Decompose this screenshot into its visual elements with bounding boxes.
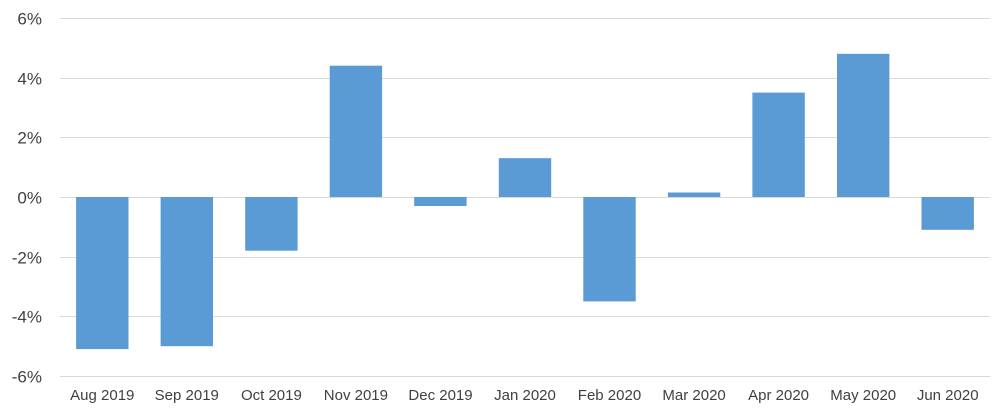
bar-may-2020	[837, 53, 890, 197]
y-tick-label: 2%	[17, 129, 42, 148]
x-axis-tick-labels: Aug 2019 Sep 2019 Oct 2019 Nov 2019 Dec 2019…	[70, 387, 978, 404]
bar-aug-2019	[76, 197, 129, 350]
bar-sep-2019	[160, 197, 213, 347]
bar-jan-2020	[498, 158, 552, 197]
x-tick-label: Aug 2019	[70, 387, 134, 404]
x-tick-label: Nov 2019	[324, 387, 388, 404]
x-tick-label: Feb 2020	[578, 387, 641, 404]
bar-feb-2020	[583, 197, 636, 302]
y-tick-label: 4%	[17, 70, 42, 89]
x-tick-label: Oct 2019	[241, 387, 302, 404]
y-tick-label: 0%	[17, 189, 42, 208]
x-tick-label: Jun 2020	[917, 387, 979, 404]
x-tick-label: May 2020	[830, 387, 896, 404]
x-tick-label: Dec 2019	[408, 387, 472, 404]
bar-apr-2020	[752, 92, 805, 197]
y-axis-tick-labels: -6% -4% -2% 0% 2% 4% 6%	[12, 10, 42, 387]
y-tick-label: -2%	[12, 249, 42, 268]
y-tick-label: 6%	[17, 10, 42, 29]
bar-dec-2019	[414, 197, 467, 206]
x-tick-label: Sep 2019	[155, 387, 219, 404]
bar-oct-2019	[245, 197, 298, 251]
bars	[76, 53, 974, 350]
gridlines	[60, 18, 990, 377]
x-tick-label: Jan 2020	[494, 387, 556, 404]
x-tick-label: Apr 2020	[748, 387, 809, 404]
x-tick-label: Mar 2020	[662, 387, 725, 404]
y-tick-label: -6%	[12, 368, 42, 387]
bar-jun-2020	[921, 197, 974, 230]
y-tick-label: -4%	[12, 308, 42, 327]
bar-mar-2020	[667, 192, 721, 197]
bar-nov-2019	[329, 65, 383, 197]
